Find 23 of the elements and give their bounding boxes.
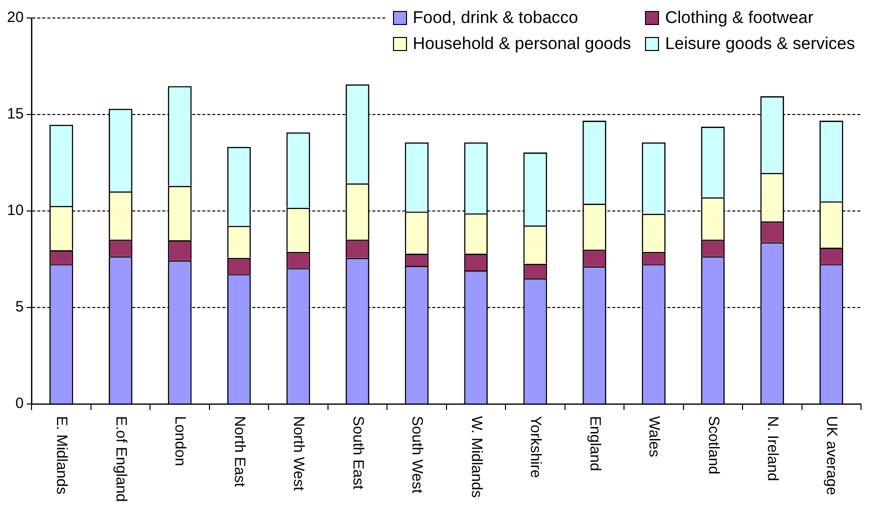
x-tick-label: UK average xyxy=(823,416,840,496)
y-tick-label: 10 xyxy=(6,202,24,220)
x-tick-label: South East xyxy=(349,416,366,490)
x-tick-label: E. Midlands xyxy=(53,416,70,494)
x-tick-label: Scotland xyxy=(704,416,722,474)
y-tick-label: 5 xyxy=(15,298,24,316)
x-tick-label: Wales xyxy=(646,416,663,458)
x-tick-label: Yorkshire xyxy=(527,416,544,478)
x-tick-label: London xyxy=(172,416,189,466)
legend-label: Food, drink & tobacco xyxy=(412,8,578,28)
x-tick-label: North East xyxy=(230,416,248,488)
x-tick-label: North West xyxy=(290,416,308,492)
x-tick-label: N. Ireland xyxy=(764,416,782,482)
x-tick-label: South West xyxy=(408,416,426,494)
x-tick-label: England xyxy=(586,416,604,472)
y-tick-label: 15 xyxy=(6,106,24,123)
x-tick-label: W. Midlands xyxy=(468,416,485,498)
x-tick-label: E.of England xyxy=(112,416,130,502)
legend-label: Clothing & footwear xyxy=(665,8,814,28)
legend-label: Household & personal goods xyxy=(412,34,632,54)
y-tick-label: 20 xyxy=(6,9,24,26)
y-tick-label: 0 xyxy=(15,395,24,412)
legend-label: Leisure goods & services xyxy=(665,34,855,54)
